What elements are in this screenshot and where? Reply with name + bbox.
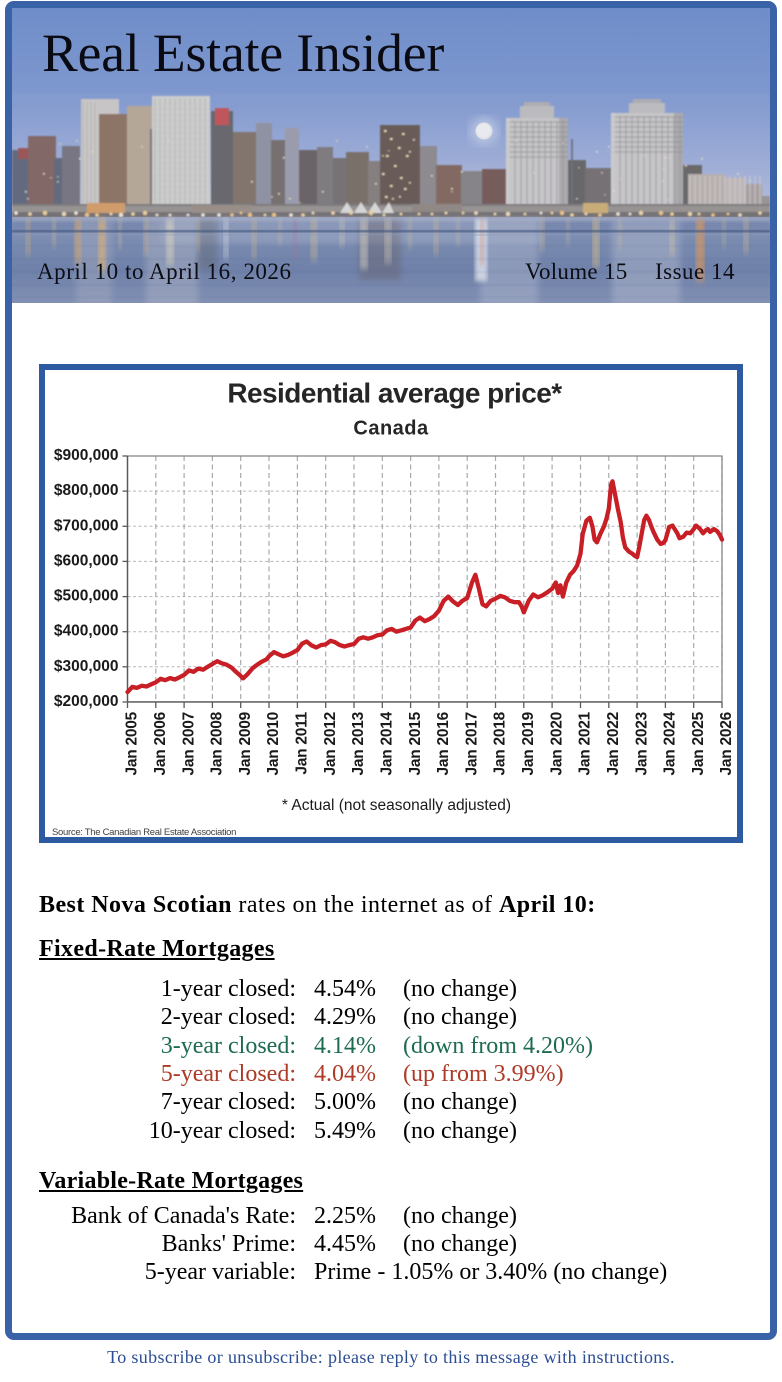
svg-text:Jan 2014: Jan 2014 (379, 711, 396, 775)
svg-text:$400,000: $400,000 (54, 623, 119, 640)
svg-text:Jan 2006: Jan 2006 (152, 711, 169, 775)
svg-text:Jan 2013: Jan 2013 (350, 711, 367, 775)
svg-text:Jan 2011: Jan 2011 (294, 711, 311, 774)
svg-text:Jan 2025: Jan 2025 (690, 711, 707, 775)
svg-text:$800,000: $800,000 (54, 482, 119, 499)
svg-text:Jan 2019: Jan 2019 (520, 711, 537, 775)
svg-text:$600,000: $600,000 (54, 552, 119, 569)
svg-text:Jan 2015: Jan 2015 (407, 711, 424, 775)
svg-text:Jan 2007: Jan 2007 (180, 712, 197, 776)
svg-text:Jan 2024: Jan 2024 (662, 711, 679, 775)
svg-text:$700,000: $700,000 (54, 517, 119, 534)
svg-text:Canada: Canada (353, 418, 429, 440)
svg-text:Jan 2020: Jan 2020 (548, 712, 565, 776)
svg-text:Jan 2021: Jan 2021 (577, 711, 594, 775)
svg-text:Residential average price*: Residential average price* (227, 378, 562, 409)
svg-text:* Actual (not seasonally adjus: * Actual (not seasonally adjusted) (282, 797, 511, 814)
svg-text:Jan 2005: Jan 2005 (124, 711, 141, 775)
svg-text:Jan 2010: Jan 2010 (265, 712, 282, 776)
svg-text:Jan 2022: Jan 2022 (605, 712, 622, 776)
svg-text:Jan 2018: Jan 2018 (492, 711, 509, 775)
svg-text:Jan 2026: Jan 2026 (718, 711, 735, 775)
svg-text:Jan 2017: Jan 2017 (463, 712, 480, 776)
svg-text:Jan 2012: Jan 2012 (322, 712, 339, 776)
svg-text:Jan 2008: Jan 2008 (209, 711, 226, 775)
svg-text:Jan 2009: Jan 2009 (237, 711, 254, 775)
svg-text:Jan 2016: Jan 2016 (435, 711, 452, 775)
svg-text:$500,000: $500,000 (54, 588, 119, 605)
svg-text:$200,000: $200,000 (54, 693, 119, 710)
svg-text:Jan 2023: Jan 2023 (633, 711, 650, 775)
svg-text:$900,000: $900,000 (54, 447, 119, 464)
svg-text:Source: The Canadian Real Esta: Source: The Canadian Real Estate Associa… (52, 827, 236, 837)
svg-text:$300,000: $300,000 (54, 658, 119, 675)
